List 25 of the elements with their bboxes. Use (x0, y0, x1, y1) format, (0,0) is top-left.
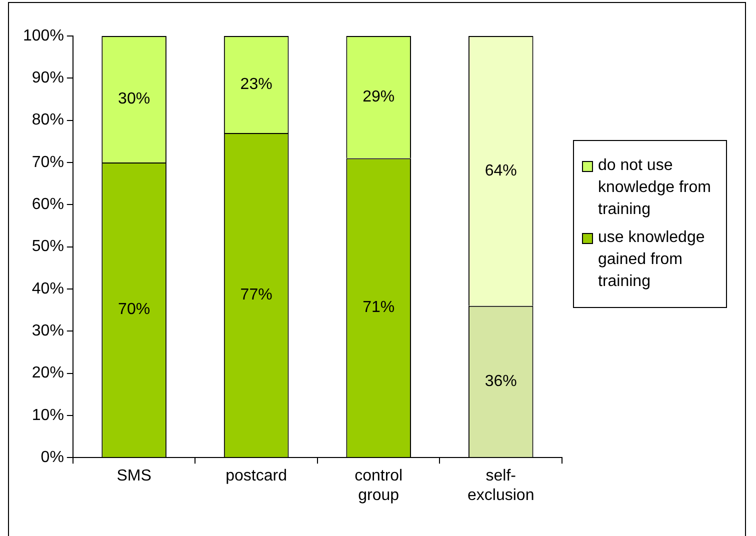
data-label: 77% (240, 286, 272, 304)
y-tick-label: 60% (32, 196, 64, 214)
data-label: 29% (362, 88, 395, 106)
y-tick-label: 30% (32, 322, 64, 340)
data-label: 23% (240, 76, 272, 93)
y-tick-label: 80% (32, 112, 64, 129)
data-label: 64% (484, 162, 517, 180)
y-tick-label: 100% (23, 27, 64, 44)
x-tick-label: postcard (226, 468, 288, 485)
legend-label: use knowledge gained from training (598, 228, 706, 292)
x-tick-label: control group (354, 468, 403, 504)
y-tick-label: 0% (40, 449, 64, 466)
x-tick-label: self-exclusion (468, 468, 534, 504)
data-label: 70% (118, 301, 150, 318)
y-tick-label: 70% (32, 154, 64, 171)
data-label: 36% (484, 372, 517, 390)
y-tick-label: 90% (32, 70, 64, 87)
y-tick-label: 40% (32, 280, 64, 298)
y-tick-label: 20% (32, 364, 64, 382)
data-label: 71% (362, 299, 395, 316)
y-tick-label: 10% (32, 406, 64, 424)
legend-label: do not use knowledge from training (598, 156, 712, 220)
data-label: 30% (118, 90, 150, 108)
y-tick-label: 50% (32, 238, 64, 256)
x-tick-label: SMS (116, 468, 152, 485)
